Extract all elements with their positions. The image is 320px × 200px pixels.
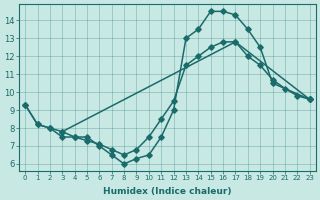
X-axis label: Humidex (Indice chaleur): Humidex (Indice chaleur) bbox=[103, 187, 232, 196]
